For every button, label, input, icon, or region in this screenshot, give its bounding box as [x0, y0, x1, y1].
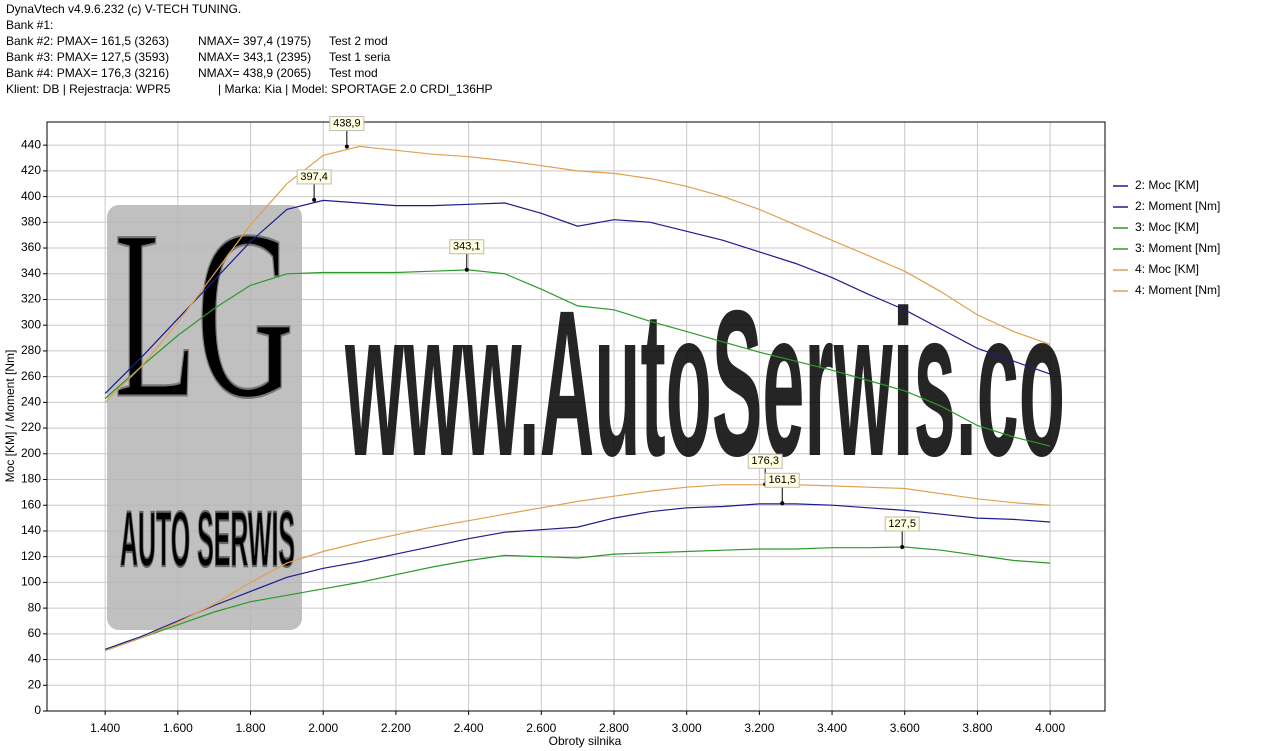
- x-tick-label: 2.400: [454, 721, 484, 735]
- y-tick-label: 140: [21, 523, 41, 537]
- header-text: Test mod: [329, 66, 378, 80]
- y-tick-label: 160: [21, 497, 41, 511]
- x-tick-label: 3.400: [817, 721, 847, 735]
- legend-label: 2: Moc [KM]: [1135, 178, 1199, 192]
- annotation-label: 343,1: [453, 241, 481, 253]
- y-tick-label: 0: [34, 703, 41, 717]
- header-text: Klient: DB | Rejestracja: WPR5: [6, 82, 171, 96]
- annotation-point: [464, 267, 469, 272]
- x-tick-label: 4.000: [1035, 721, 1065, 735]
- y-tick-label: 80: [28, 600, 42, 614]
- annotation-label: 161,5: [768, 474, 796, 486]
- header-text: NMAX= 438,9 (2065): [198, 66, 311, 80]
- y-tick-label: 280: [21, 343, 41, 357]
- logo-text: LG: [114, 181, 294, 449]
- series-line: [104, 269, 1051, 447]
- x-tick-label: 2.000: [308, 721, 338, 735]
- y-tick-label: 60: [28, 626, 42, 640]
- x-tick-label: 1.400: [90, 721, 120, 735]
- header-text: Bank #1:: [6, 18, 53, 32]
- annotation-point: [344, 144, 349, 149]
- logo-box: [107, 205, 302, 630]
- y-axis-label: Moc [KM] / Moment [Nm]: [3, 350, 17, 483]
- legend-label: 2: Moment [Nm]: [1135, 199, 1220, 213]
- y-tick-label: 120: [21, 549, 41, 563]
- x-tick-label: 1.600: [163, 721, 193, 735]
- plot-border: [46, 121, 1106, 712]
- annotation-box: [747, 453, 783, 469]
- header-text: Test 1 seria: [329, 50, 391, 64]
- y-tick-label: 100: [21, 575, 41, 589]
- x-tick-label: 3.000: [672, 721, 702, 735]
- series-line: [104, 484, 1051, 652]
- annotation-label: 127,5: [888, 518, 916, 530]
- annotation-box: [884, 516, 920, 532]
- y-tick-label: 200: [21, 446, 41, 460]
- x-tick-label: 2.800: [599, 721, 629, 735]
- y-tick-label: 20: [28, 677, 42, 691]
- header-text: DynaVtech v4.9.6.232 (c) V-TECH TUNING.: [6, 2, 241, 16]
- annotation-point: [780, 501, 785, 506]
- header-text: | Marka: Kia | Model: SPORTAGE 2.0 CRDI_…: [218, 82, 493, 96]
- logo-text: AUTO SERWIS: [120, 495, 295, 584]
- x-tick-label: 2.200: [381, 721, 411, 735]
- y-tick-label: 340: [21, 266, 41, 280]
- y-tick-label: 400: [21, 189, 41, 203]
- x-tick-label: 3.800: [962, 721, 992, 735]
- x-tick-label: 3.200: [744, 721, 774, 735]
- watermark: www.AutoSerwis.co: [345, 268, 1065, 500]
- series-line: [104, 199, 1051, 394]
- y-tick-label: 440: [21, 137, 41, 151]
- legend-label: 3: Moc [KM]: [1135, 220, 1199, 234]
- y-tick-label: 360: [21, 240, 41, 254]
- annotation-box: [764, 472, 800, 488]
- series-line: [104, 503, 1051, 650]
- annotation-point: [312, 197, 317, 202]
- x-tick-label: 2.600: [526, 721, 556, 735]
- header-text: Bank #4: PMAX= 176,3 (3216): [6, 66, 169, 80]
- annotation-point: [900, 545, 905, 550]
- legend-label: 4: Moment [Nm]: [1135, 283, 1220, 297]
- x-axis-label: Obroty silnika: [549, 734, 622, 748]
- annotation-box: [329, 116, 365, 132]
- y-tick-label: 40: [28, 652, 42, 666]
- legend-label: 3: Moment [Nm]: [1135, 241, 1220, 255]
- x-tick-label: 3.600: [890, 721, 920, 735]
- annotation-label: 176,3: [751, 455, 779, 467]
- y-tick-label: 320: [21, 292, 41, 306]
- annotation-box: [449, 239, 485, 255]
- legend-label: 4: Moc [KM]: [1135, 262, 1199, 276]
- series-line: [104, 546, 1051, 652]
- header-text: Bank #2: PMAX= 161,5 (3263): [6, 34, 169, 48]
- header-text: NMAX= 397,4 (1975): [198, 34, 311, 48]
- y-tick-label: 260: [21, 369, 41, 383]
- annotation-box: [296, 169, 332, 185]
- y-tick-label: 380: [21, 214, 41, 228]
- y-tick-label: 420: [21, 163, 41, 177]
- y-tick-label: 220: [21, 420, 41, 434]
- series-line: [104, 145, 1051, 403]
- header-text: Bank #3: PMAX= 127,5 (3593): [6, 50, 169, 64]
- x-tick-label: 1.800: [236, 721, 266, 735]
- y-tick-label: 300: [21, 317, 41, 331]
- annotation-label: 397,4: [300, 171, 328, 183]
- header-text: NMAX= 343,1 (2395): [198, 50, 311, 64]
- y-tick-label: 180: [21, 472, 41, 486]
- annotation-label: 438,9: [333, 117, 361, 129]
- header-text: Test 2 mod: [329, 34, 388, 48]
- y-tick-label: 240: [21, 395, 41, 409]
